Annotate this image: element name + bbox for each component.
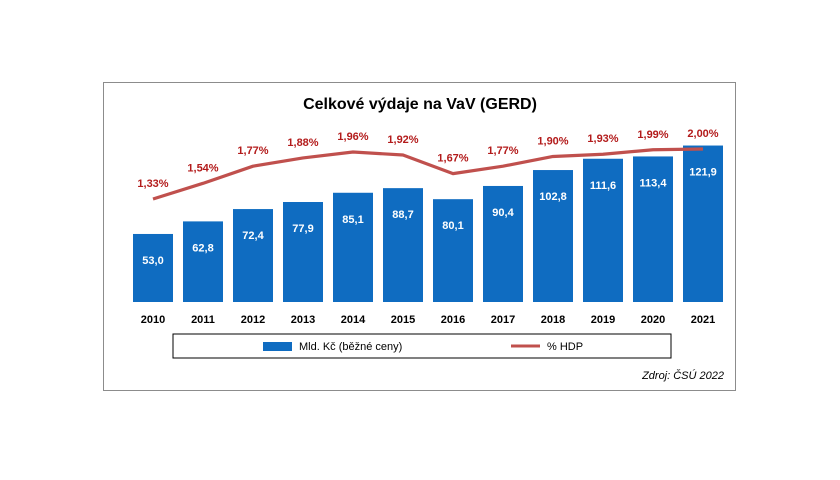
legend-bar-swatch bbox=[263, 342, 292, 351]
bar-2014 bbox=[333, 192, 373, 302]
bar-2012 bbox=[233, 209, 273, 302]
x-tick-2010: 2010 bbox=[141, 314, 165, 326]
line-label-2016: 1,67% bbox=[437, 153, 468, 165]
x-tick-2015: 2015 bbox=[391, 314, 415, 326]
bar-series: 53,0 62,8 72,4 77,9 85,1 88,7 80,1 90,4 102,8 111… bbox=[133, 145, 723, 302]
bar-label-2021: 121,9 bbox=[689, 167, 717, 179]
x-tick-2014: 2014 bbox=[341, 314, 366, 326]
x-tick-2016: 2016 bbox=[441, 314, 465, 326]
x-tick-2017: 2017 bbox=[491, 314, 515, 326]
legend-line-label: % HDP bbox=[547, 341, 583, 353]
bar-label-2019: 111,6 bbox=[590, 180, 616, 192]
x-tick-2011: 2011 bbox=[191, 314, 215, 326]
line-series: 1,33% 1,54% 1,77% 1,88% 1,96% 1,92% 1,67% 1,77%… bbox=[137, 128, 719, 201]
line-label-2017: 1,77% bbox=[487, 145, 518, 157]
bar-2020 bbox=[633, 156, 673, 302]
bar-label-2020: 113,4 bbox=[640, 177, 668, 189]
bar-label-2012: 72,4 bbox=[242, 230, 264, 242]
x-axis-ticks: 2010 2011 2012 2013 2014 2015 2016 2017 2018 2019… bbox=[141, 314, 715, 326]
bar-2016 bbox=[433, 199, 473, 302]
bar-2021 bbox=[683, 145, 723, 302]
bar-label-2016: 80,1 bbox=[442, 220, 463, 232]
x-tick-2018: 2018 bbox=[541, 314, 565, 326]
x-tick-2012: 2012 bbox=[241, 314, 265, 326]
bar-label-2010: 53,0 bbox=[142, 255, 163, 267]
bar-label-2011: 62,8 bbox=[192, 242, 213, 254]
bar-2018 bbox=[533, 170, 573, 302]
line-label-2019: 1,93% bbox=[587, 133, 618, 145]
x-tick-2020: 2020 bbox=[641, 314, 665, 326]
bar-2019 bbox=[583, 158, 623, 302]
chart-canvas: Celkové výdaje na VaV (GERD) 53,0 62,8 72,… bbox=[133, 96, 724, 382]
line-label-2020: 1,99% bbox=[637, 129, 668, 141]
bar-label-2015: 88,7 bbox=[392, 209, 413, 221]
source-note: Zdroj: ČSÚ 2022 bbox=[641, 369, 724, 382]
gdp-share-line bbox=[152, 147, 704, 201]
x-tick-2019: 2019 bbox=[591, 314, 615, 326]
bar-2013 bbox=[283, 202, 323, 302]
x-tick-2021: 2021 bbox=[691, 314, 715, 326]
bar-2011 bbox=[183, 221, 223, 302]
line-label-2021: 2,00% bbox=[687, 128, 718, 140]
line-label-2018: 1,90% bbox=[537, 135, 568, 147]
x-tick-2013: 2013 bbox=[291, 314, 315, 326]
line-label-2011: 1,54% bbox=[187, 162, 218, 174]
bar-2010 bbox=[133, 233, 173, 302]
bar-label-2014: 85,1 bbox=[342, 214, 363, 226]
line-label-2014: 1,96% bbox=[337, 131, 368, 143]
chart-title: Celkové výdaje na VaV (GERD) bbox=[303, 96, 537, 113]
bar-2017 bbox=[483, 185, 523, 302]
legend-box bbox=[172, 333, 672, 359]
chart-frame: Celkové výdaje na VaV (GERD) 53,0 62,8 72,… bbox=[103, 82, 736, 391]
line-label-2010: 1,33% bbox=[137, 178, 168, 190]
line-label-2015: 1,92% bbox=[387, 134, 418, 146]
line-label-2012: 1,77% bbox=[237, 145, 268, 157]
bar-2015 bbox=[383, 188, 423, 302]
bar-label-2018: 102,8 bbox=[539, 191, 567, 203]
legend-bar-label: Mld. Kč (běžné ceny) bbox=[299, 341, 402, 353]
line-label-2013: 1,88% bbox=[287, 137, 318, 149]
bar-label-2017: 90,4 bbox=[492, 207, 514, 219]
bar-label-2013: 77,9 bbox=[292, 223, 313, 235]
legend: Mld. Kč (běžné ceny) % HDP bbox=[172, 333, 672, 359]
